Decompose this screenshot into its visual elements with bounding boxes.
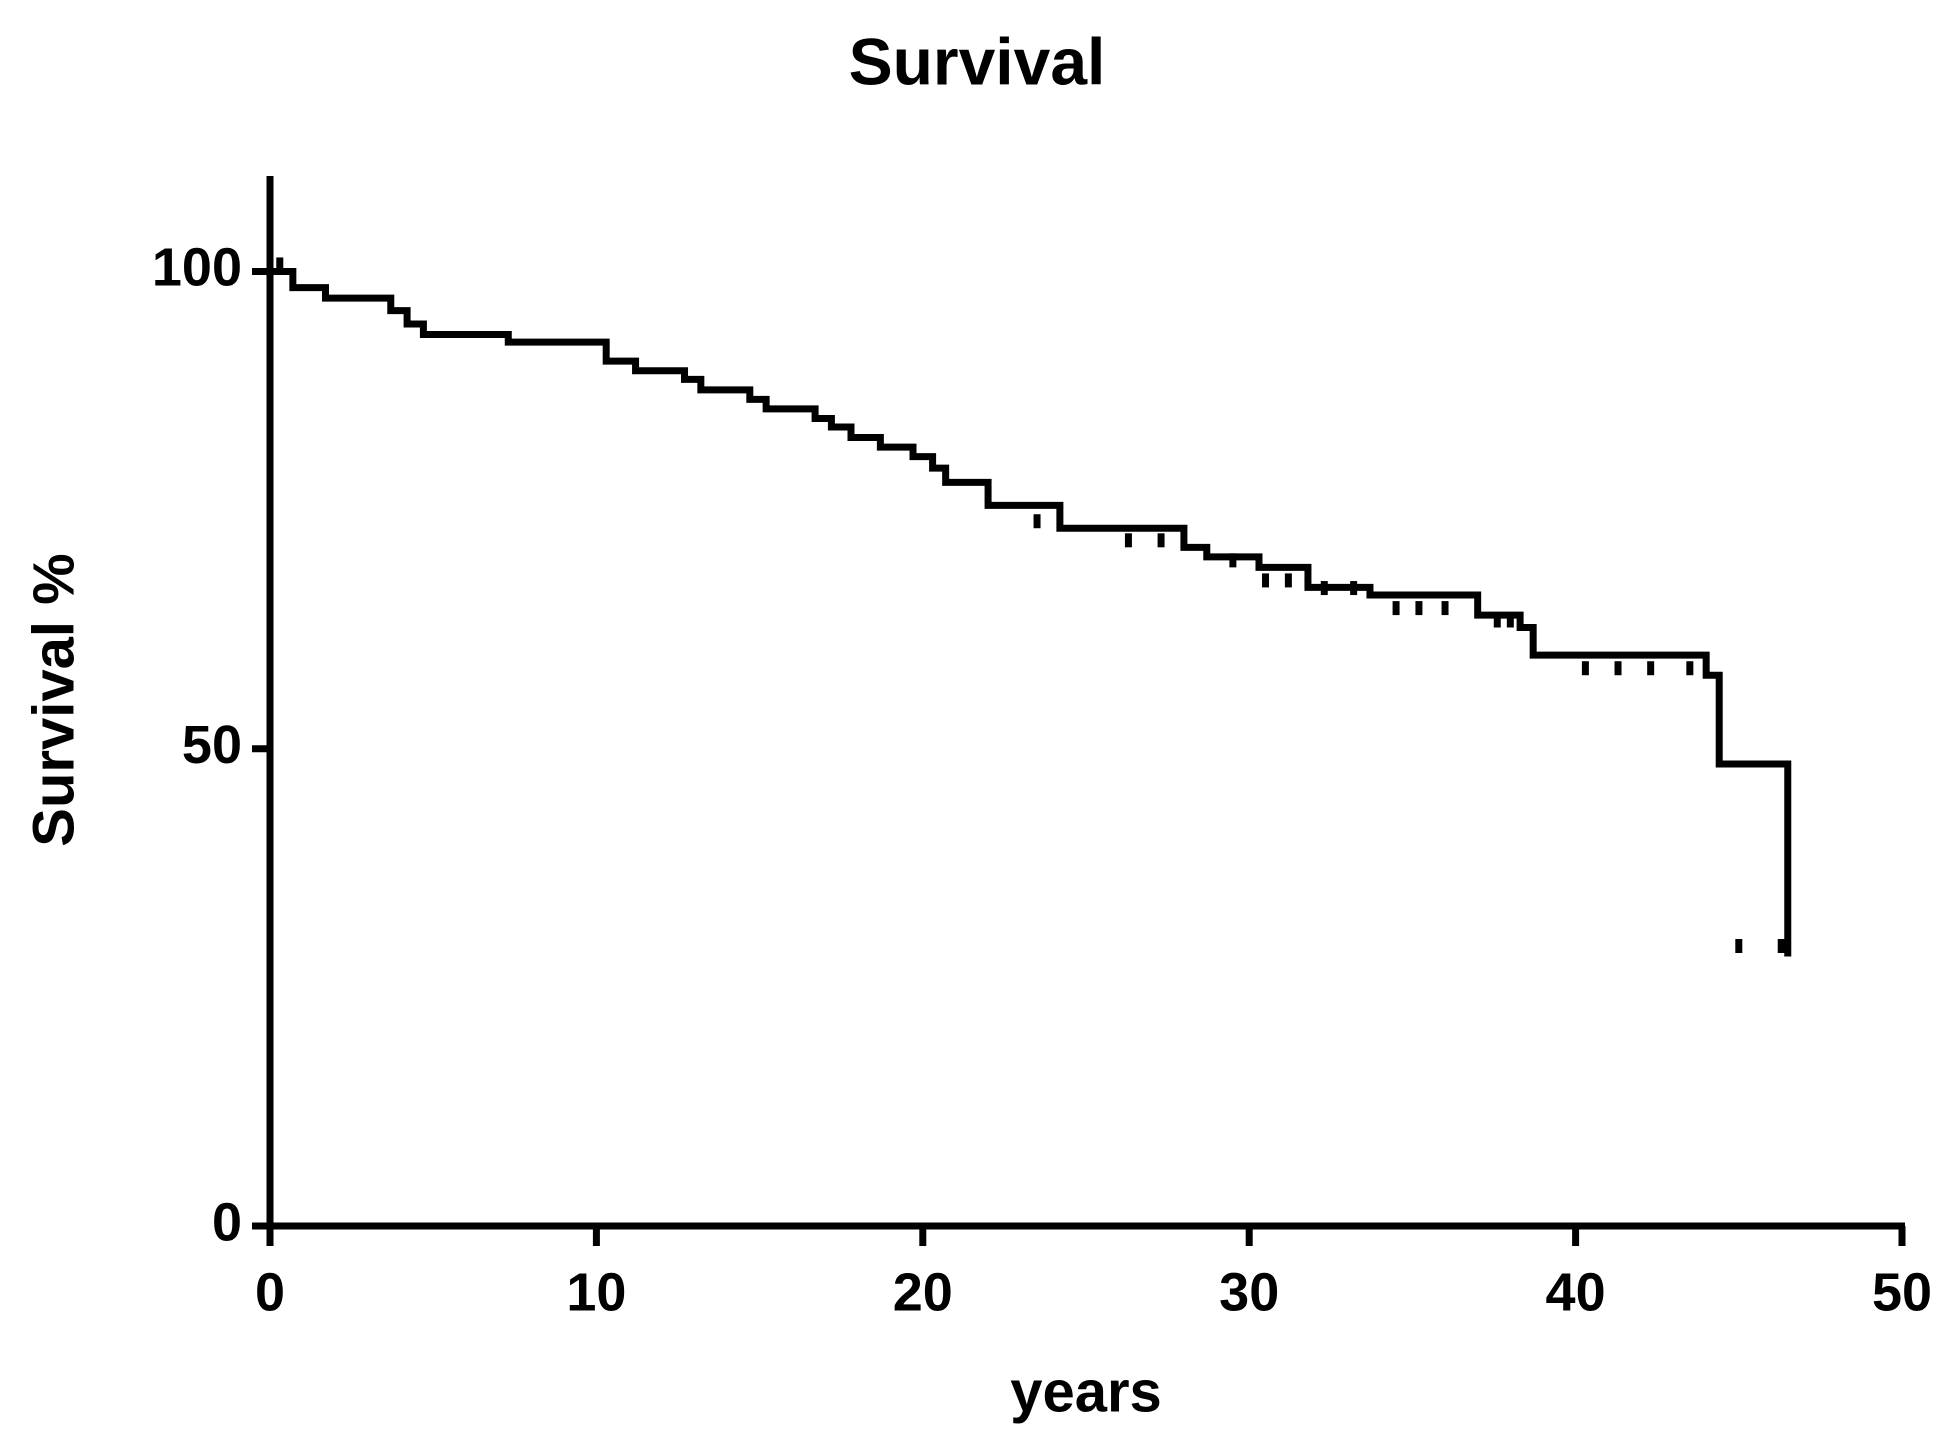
x-tick-label: 50 <box>1872 1262 1932 1322</box>
x-axis-label: years <box>1010 1359 1162 1424</box>
y-tick-label: 100 <box>152 238 242 298</box>
y-tick-label: 50 <box>182 715 242 775</box>
y-tick-label: 0 <box>212 1192 242 1252</box>
x-tick-label: 30 <box>1219 1262 1279 1322</box>
survival-curve <box>266 267 1792 957</box>
x-tick-label: 40 <box>1546 1262 1606 1322</box>
x-tick-label: 10 <box>566 1262 626 1322</box>
x-tick-label: 20 <box>893 1262 953 1322</box>
y-axis-label: Survival % <box>21 553 86 846</box>
x-tick-label: 0 <box>255 1262 285 1322</box>
chart-title: Survival <box>849 24 1106 98</box>
